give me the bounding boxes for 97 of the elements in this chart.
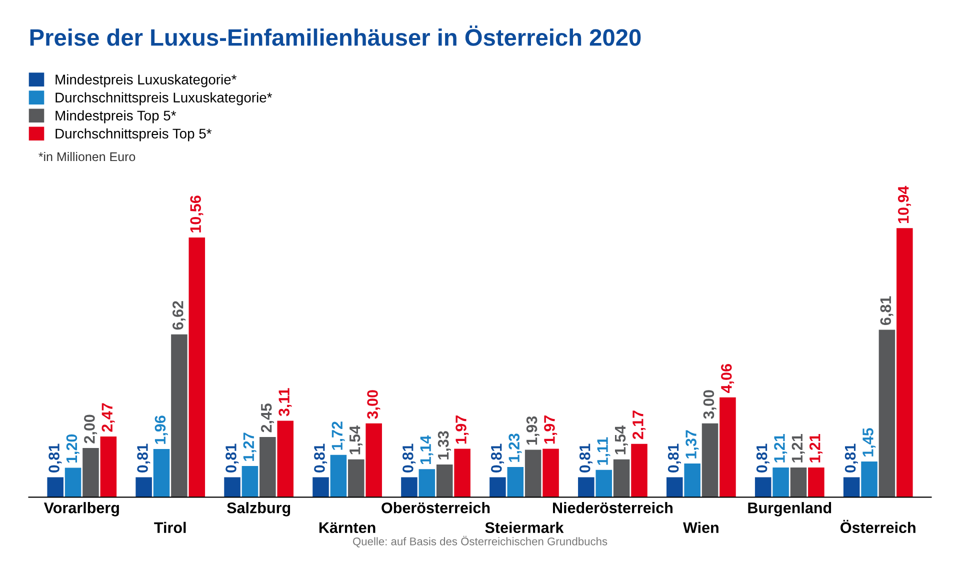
data-label: 10,56 <box>190 196 204 232</box>
data-label: 4,06 <box>721 364 734 393</box>
data-label: 0,81 <box>668 444 681 473</box>
bar <box>524 450 542 498</box>
bar <box>684 464 700 498</box>
data-label: 0,81 <box>137 444 150 473</box>
x-tick-label: Vorarlberg <box>44 502 119 516</box>
bar <box>490 477 506 498</box>
bar <box>260 436 276 498</box>
source-note: Quelle: auf Basis des Österreichischen Grundbuchs <box>353 536 608 548</box>
legend-label: Mindestpreis Luxuskategorie* <box>56 74 237 88</box>
x-tick-label: Niederösterreich <box>553 502 672 514</box>
bar <box>100 436 117 498</box>
data-label: 1,14 <box>420 435 434 464</box>
data-label: 1,96 <box>154 416 168 444</box>
data-label: 1,23 <box>508 434 522 462</box>
data-label: 1,37 <box>686 430 699 458</box>
bar <box>666 477 683 498</box>
bar <box>507 466 524 498</box>
bar <box>596 470 612 498</box>
legend-label: Durchschnittspreis Top 5* <box>56 128 212 142</box>
bar <box>224 477 240 498</box>
data-label: 2,17 <box>632 410 646 440</box>
data-label: 1,93 <box>526 416 540 445</box>
data-label: 0,81 <box>314 444 328 473</box>
bar <box>542 448 559 498</box>
bar <box>136 477 152 498</box>
data-label: 1,21 <box>774 434 788 462</box>
bar <box>418 469 436 498</box>
bar <box>878 330 896 498</box>
bar <box>772 467 789 498</box>
data-label: 1,33 <box>438 431 451 460</box>
x-tick-label: Wien <box>683 522 718 534</box>
chart-title: Preise der Luxus-Einfamilienhäuser in Österreich 2020 <box>30 25 641 46</box>
bar <box>454 448 470 498</box>
data-label: 1,97 <box>456 416 469 444</box>
bar <box>366 423 382 498</box>
data-label: 1,21 <box>809 434 823 462</box>
x-tick-label: Oberösterreich <box>382 502 490 514</box>
bar <box>330 454 347 498</box>
bar <box>188 238 206 498</box>
bar <box>702 423 718 498</box>
data-label: 1,21 <box>792 434 805 462</box>
bar <box>153 449 170 498</box>
bar <box>861 462 878 498</box>
data-label: 0,81 <box>756 444 770 473</box>
data-label: 2,47 <box>102 403 115 432</box>
x-tick-label: Steiermark <box>485 522 564 534</box>
bar <box>312 477 329 498</box>
text: *in Millionen Euro <box>38 152 136 162</box>
legend-label: Mindestpreis Top 5* <box>56 110 176 124</box>
bar <box>242 466 258 498</box>
data-label: 1,54 <box>614 426 628 454</box>
data-label: 1,20 <box>66 434 80 463</box>
data-label: 1,27 <box>243 432 256 461</box>
data-label: 2,45 <box>260 403 274 432</box>
bar <box>631 444 648 498</box>
bar <box>808 467 824 498</box>
bar <box>613 459 630 498</box>
x-tick-label: Burgenland <box>748 502 832 516</box>
data-label: 0,81 <box>579 444 592 473</box>
data-label: 0,81 <box>402 444 416 473</box>
data-label: 0,81 <box>48 444 62 473</box>
bar <box>82 448 99 498</box>
bar <box>578 477 594 498</box>
data-label: 0,81 <box>844 444 858 473</box>
bar <box>790 467 807 498</box>
data-label: 3,11 <box>278 388 292 416</box>
bar <box>277 420 294 498</box>
data-label: 2,00 <box>84 414 98 444</box>
bar <box>720 397 736 498</box>
data-label: 3,00 <box>367 390 380 419</box>
data-label: 1,11 <box>597 437 610 465</box>
data-label: 0,81 <box>226 444 239 473</box>
x-tick-label: Salzburg <box>227 502 290 516</box>
legend-label: Durchschnittspreis Luxuskategorie* <box>56 92 272 106</box>
data-label: 3,00 <box>703 390 716 419</box>
bar <box>171 334 188 498</box>
bar <box>64 468 82 498</box>
data-label: 1,45 <box>862 428 876 456</box>
x-tick-label: Tirol <box>154 522 186 534</box>
data-label: 1,54 <box>350 426 362 454</box>
bar <box>896 228 913 498</box>
bar <box>843 477 860 498</box>
bar <box>401 477 418 498</box>
data-label: 6,81 <box>880 296 894 325</box>
bar <box>754 477 772 498</box>
bar <box>47 477 64 498</box>
data-label: 0,81 <box>490 444 504 473</box>
data-label: 6,62 <box>172 301 186 330</box>
data-label: 1,72 <box>332 422 345 450</box>
data-label: 1,97 <box>544 416 558 444</box>
data-label: 10,94 <box>898 186 911 224</box>
bar <box>436 464 453 498</box>
x-tick-label: Österreich <box>840 520 916 534</box>
x-tick-label: Kärnten <box>319 522 376 534</box>
bar <box>348 459 364 498</box>
